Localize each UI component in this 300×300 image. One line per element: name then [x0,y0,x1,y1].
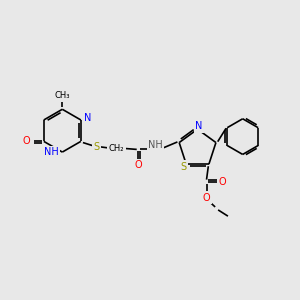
Text: O: O [134,160,142,170]
Text: CH₃: CH₃ [55,92,70,100]
Text: O: O [218,177,226,187]
Text: S: S [94,142,100,152]
Text: CH₂: CH₂ [109,144,124,153]
Text: O: O [22,136,30,146]
Text: N: N [84,113,91,124]
Text: N: N [195,121,203,131]
Text: O: O [203,193,210,203]
Text: S: S [181,161,187,172]
Text: NH: NH [44,147,59,157]
Text: NH: NH [148,140,163,150]
